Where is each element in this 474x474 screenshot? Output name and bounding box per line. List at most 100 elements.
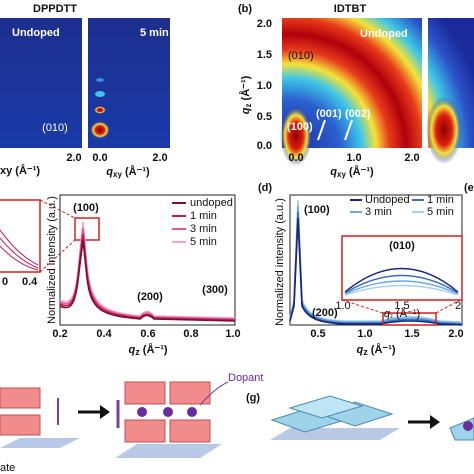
tick: 0.5 (310, 328, 325, 340)
panel-c: 0.4 0 (100) (200) (300) undoped 1 min 3 … (0, 194, 241, 357)
legend-label: Undoped (365, 194, 410, 206)
tick: 2.0 (66, 152, 81, 164)
spot (96, 78, 104, 82)
tick: 1.0 (346, 152, 361, 164)
peak: (010) (288, 50, 314, 62)
tick: 1.0 (257, 80, 272, 92)
tick: 1.5 (404, 328, 419, 340)
tick: 2.0 (257, 18, 272, 30)
crystallite (0, 387, 41, 409)
peak: (200) (312, 307, 338, 319)
curve (0, 229, 39, 271)
dopant (163, 407, 173, 417)
curve (344, 280, 459, 295)
text: z (135, 347, 140, 357)
arrow-head (100, 405, 110, 419)
curve (289, 217, 463, 326)
tick: 0.8 (183, 328, 198, 340)
tick: 2.0 (152, 152, 167, 164)
tick: 1.5 (257, 49, 272, 61)
text: q (384, 308, 391, 320)
dopant (137, 407, 147, 417)
text: (Å⁻¹) (239, 75, 252, 103)
arrow-head (430, 415, 440, 429)
label: Dopant (228, 372, 263, 384)
title: IDTBT (334, 3, 367, 15)
text: q (240, 107, 252, 114)
panel-g: (g) (246, 392, 474, 441)
panel-label: (g) (246, 392, 260, 404)
legend: Undoped 1 min 3 min 5 min (350, 194, 454, 218)
axis-label: Normalized intensity (a.u.) (46, 196, 58, 324)
curve (344, 284, 459, 296)
tick: 0.0 (257, 140, 272, 152)
panel-a: DPPDTT Undoped 5 min (010) 2.0 0.0 2.0 x… (0, 3, 170, 179)
curve (344, 274, 459, 294)
panel-label: (e (464, 182, 474, 194)
tick: 0.6 (140, 328, 155, 340)
text: q (356, 344, 363, 356)
peak: (010) (389, 240, 415, 252)
connector (39, 199, 76, 273)
panel-label: (b) (238, 3, 252, 15)
crystallite (169, 381, 211, 405)
dopant (463, 421, 473, 431)
legend-label: undoped (190, 197, 233, 209)
text: q (128, 344, 135, 356)
tick: 1.0 (335, 300, 350, 312)
legend-label: 5 min (190, 236, 217, 248)
panel-d: (d) (e (010) 1.0 1.5 2 qz (Å⁻¹) (100) (2… (258, 182, 474, 357)
spot (90, 121, 110, 139)
legend: undoped 1 min 3 min 5 min (172, 197, 233, 248)
text: q (106, 166, 113, 178)
peak: (100) (304, 204, 330, 216)
tick: 0 (2, 276, 8, 288)
crystallite (0, 414, 41, 436)
text: (Å⁻¹) (368, 343, 396, 356)
peak: (002) (345, 108, 371, 120)
crystallite (124, 381, 166, 405)
legend-label: 3 min (365, 206, 392, 218)
panel-f: Dopant ate (0, 372, 263, 474)
zoom-box (382, 312, 437, 326)
label: 5 min (140, 27, 169, 39)
legend-label: 1 min (427, 194, 454, 206)
axis-label: xy (Å⁻¹) (0, 164, 40, 177)
axis-label: qz (Å⁻¹) (356, 343, 395, 357)
axis-label: qxy (Å⁻¹) (330, 165, 374, 179)
peak: (100) (73, 202, 99, 214)
arrow (317, 119, 353, 141)
peak: (001) (316, 108, 342, 120)
tick: 2.0 (448, 328, 463, 340)
inset-box (0, 199, 41, 273)
peak: (010) (42, 122, 68, 134)
plot-frame (59, 194, 236, 326)
tick: 0.0 (288, 152, 303, 164)
axis-label: qz (Å⁻¹) (239, 75, 253, 114)
substrate (115, 444, 222, 458)
curve (344, 267, 459, 293)
legend-label: 3 min (190, 223, 217, 235)
tick: 1.0 (225, 328, 240, 340)
peak: (300) (202, 284, 228, 296)
axis-label: qz (Å⁻¹) (128, 343, 167, 357)
substrate (270, 428, 400, 440)
heatmap (0, 18, 82, 148)
text: z (244, 104, 253, 108)
spot (280, 106, 312, 166)
legend-label: 1 min (190, 210, 217, 222)
curve (59, 239, 236, 322)
axis-label: Normalized intensity (a.u.) (274, 198, 286, 326)
text: (Å⁻¹) (346, 165, 374, 178)
substrate (0, 438, 80, 448)
tick: 0.5 (257, 111, 272, 123)
label: Undoped (12, 27, 60, 39)
spot (426, 96, 462, 164)
chain (288, 395, 364, 419)
connector (341, 299, 461, 314)
text: (Å⁻¹) (140, 343, 168, 356)
text: xy (337, 170, 346, 179)
text: (Å⁻¹) (122, 165, 150, 178)
leader (199, 381, 229, 406)
